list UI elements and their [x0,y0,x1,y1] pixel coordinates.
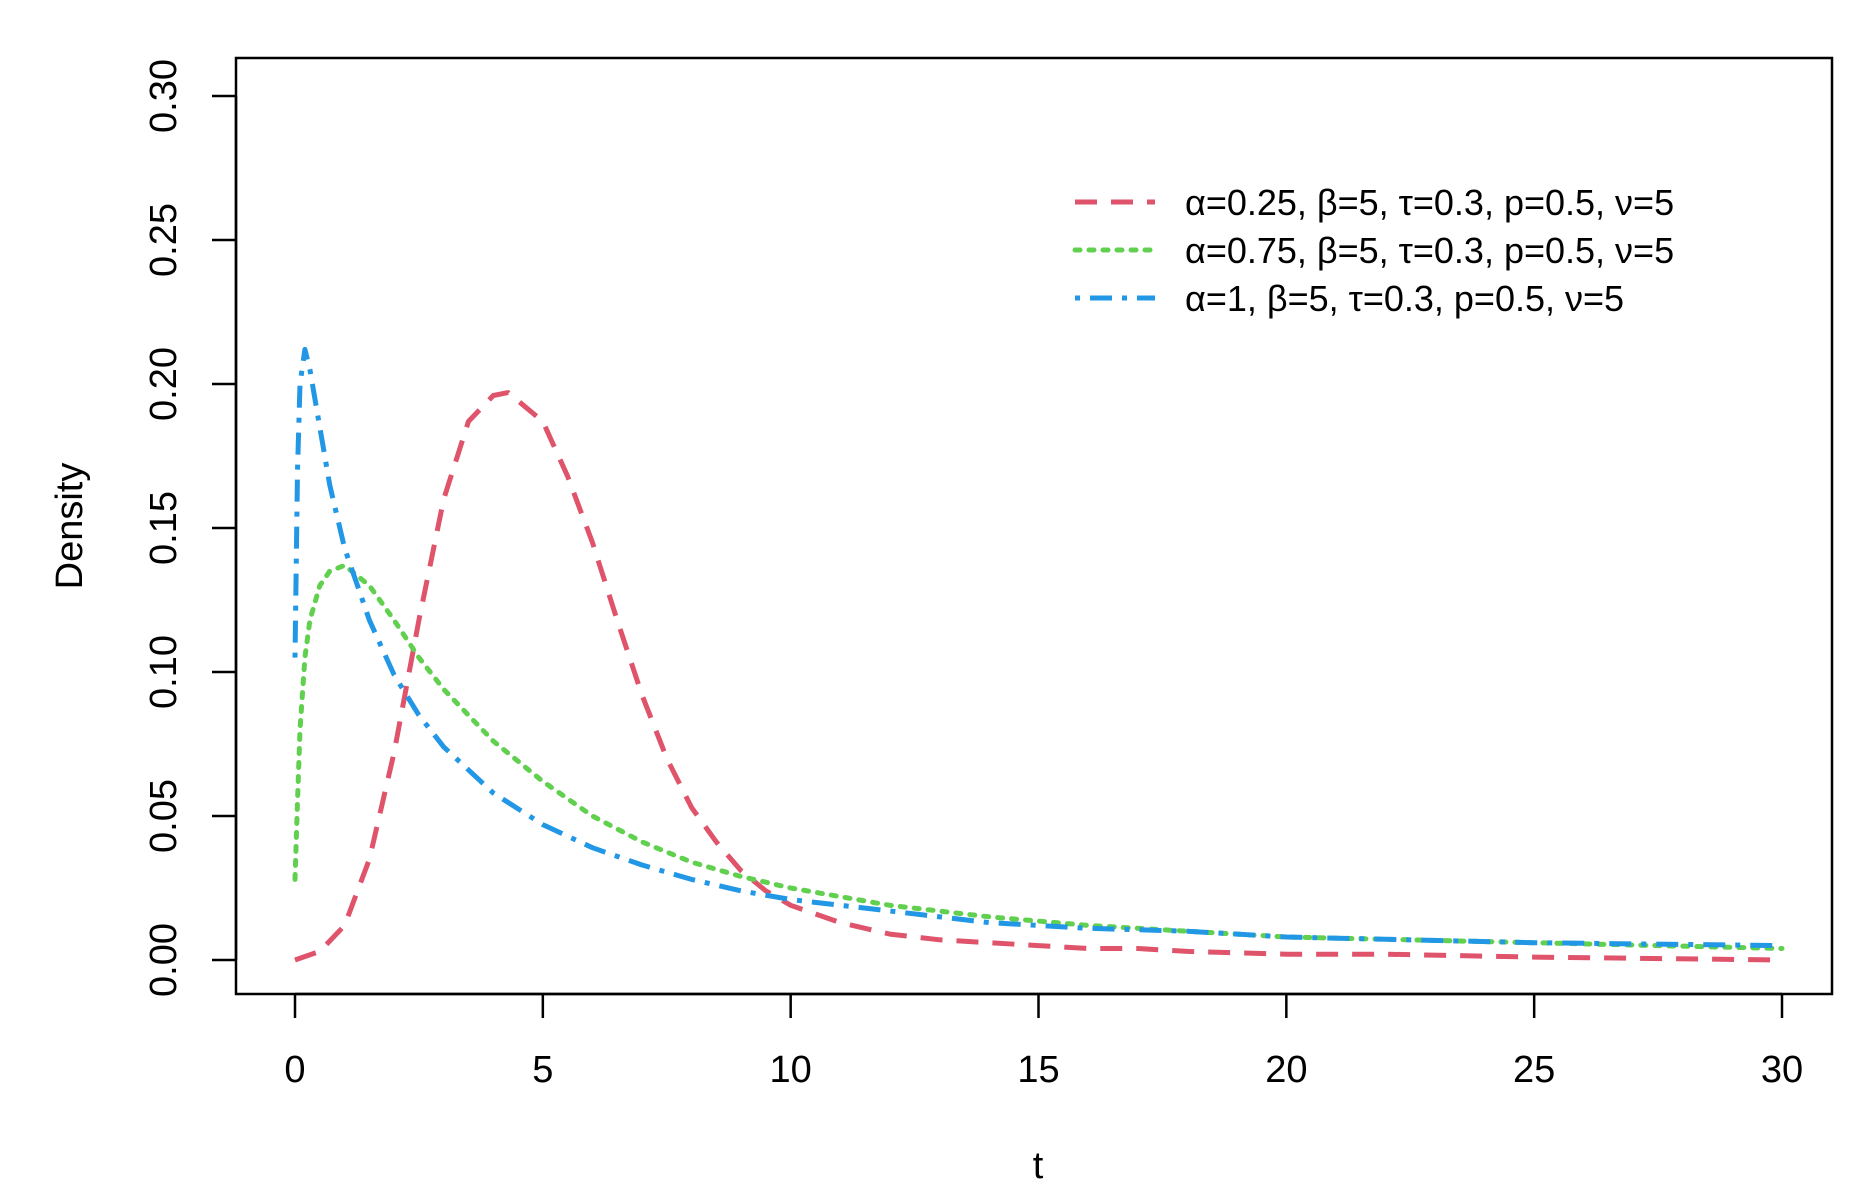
x-tick-label: 25 [1513,1049,1555,1091]
legend-label-1: α=0.25, β=5, τ=0.3, p=0.5, ν=5 [1185,182,1674,223]
series-layer [292,346,1785,963]
legend-label-2: α=0.75, β=5, τ=0.3, p=0.5, ν=5 [1185,230,1674,271]
y-tick-label: 0.15 [143,491,185,565]
x-axis-title: t [1033,1145,1044,1187]
x-tick-label: 20 [1265,1049,1307,1091]
x-tick-label: 5 [532,1049,553,1091]
x-tick-label: 30 [1761,1049,1803,1091]
y-tick-label: 0.20 [143,347,185,421]
y-axis: 0.00 0.05 0.10 0.15 0.20 0.25 0.30 [143,59,238,997]
series-line-1 [294,390,1783,963]
y-tick-label: 0.30 [143,59,185,133]
series-line-2 [292,562,1785,951]
series-line-3 [292,346,1783,949]
y-tick-label: 0.05 [143,779,185,853]
legend-label-3: α=1, β=5, τ=0.3, p=0.5, ν=5 [1185,278,1624,319]
y-tick-label: 0.25 [143,203,185,277]
y-tick-label: 0.10 [143,635,185,709]
y-tick-label: 0.00 [143,923,185,997]
x-axis: 0 5 10 15 20 25 30 [284,992,1803,1091]
x-tick-label: 10 [770,1049,812,1091]
x-tick-label: 0 [284,1049,305,1091]
x-tick-label: 15 [1017,1049,1059,1091]
legend: α=0.25, β=5, τ=0.3, p=0.5, ν=5 α=0.75, β=… [1072,182,1674,319]
y-axis-title: Density [49,463,91,590]
